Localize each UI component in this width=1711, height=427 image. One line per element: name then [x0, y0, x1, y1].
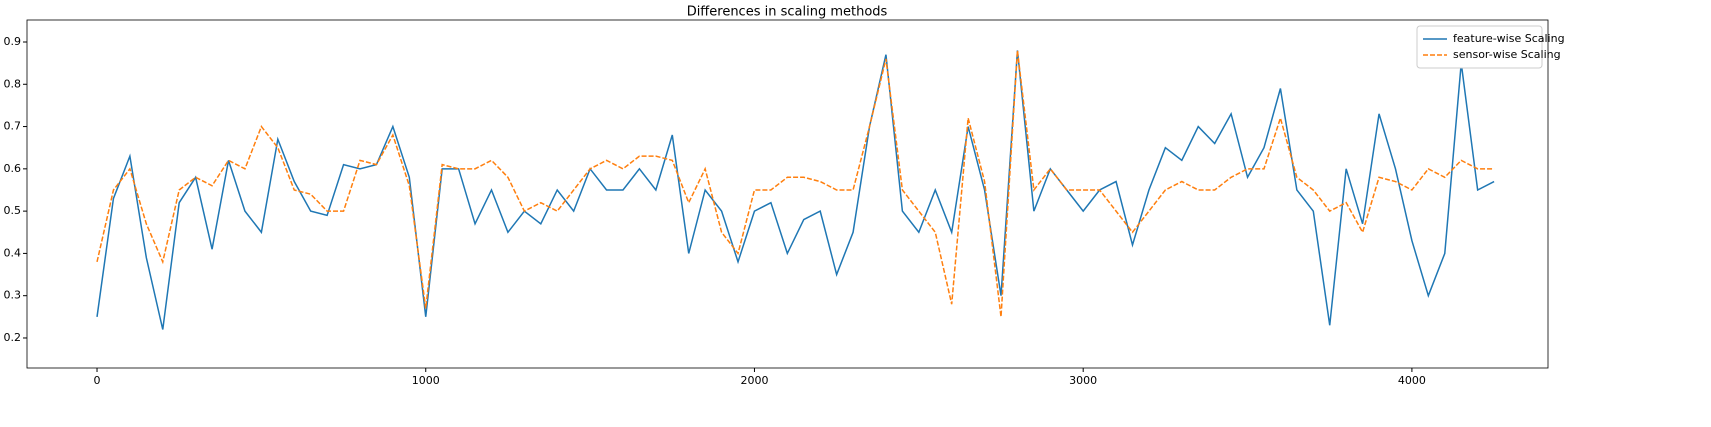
y-tick-label: 0.4 [4, 246, 22, 259]
series-line [96, 50, 1495, 317]
x-tick-label: 3000 [1069, 374, 1097, 387]
y-tick-label: 0.2 [4, 331, 22, 344]
x-tick-label: 0 [94, 374, 101, 387]
chart-title: Differences in scaling methods [687, 5, 888, 20]
y-tick-label: 0.6 [4, 162, 22, 175]
y-tick-label: 0.9 [4, 35, 22, 48]
x-tick-label: 4000 [1398, 374, 1426, 387]
x-tick-label: 2000 [740, 374, 768, 387]
x-tick-label: 1000 [412, 374, 440, 387]
y-tick-label: 0.3 [4, 289, 22, 302]
legend-label: sensor-wise Scaling [1453, 48, 1561, 61]
y-tick-label: 0.5 [4, 204, 22, 217]
y-tick-label: 0.7 [4, 120, 22, 133]
series-line [96, 50, 1495, 330]
plot-frame [26, 19, 1549, 369]
y-tick-label: 0.8 [4, 77, 22, 90]
legend-box [1416, 25, 1543, 69]
legend-label: feature-wise Scaling [1453, 32, 1565, 45]
